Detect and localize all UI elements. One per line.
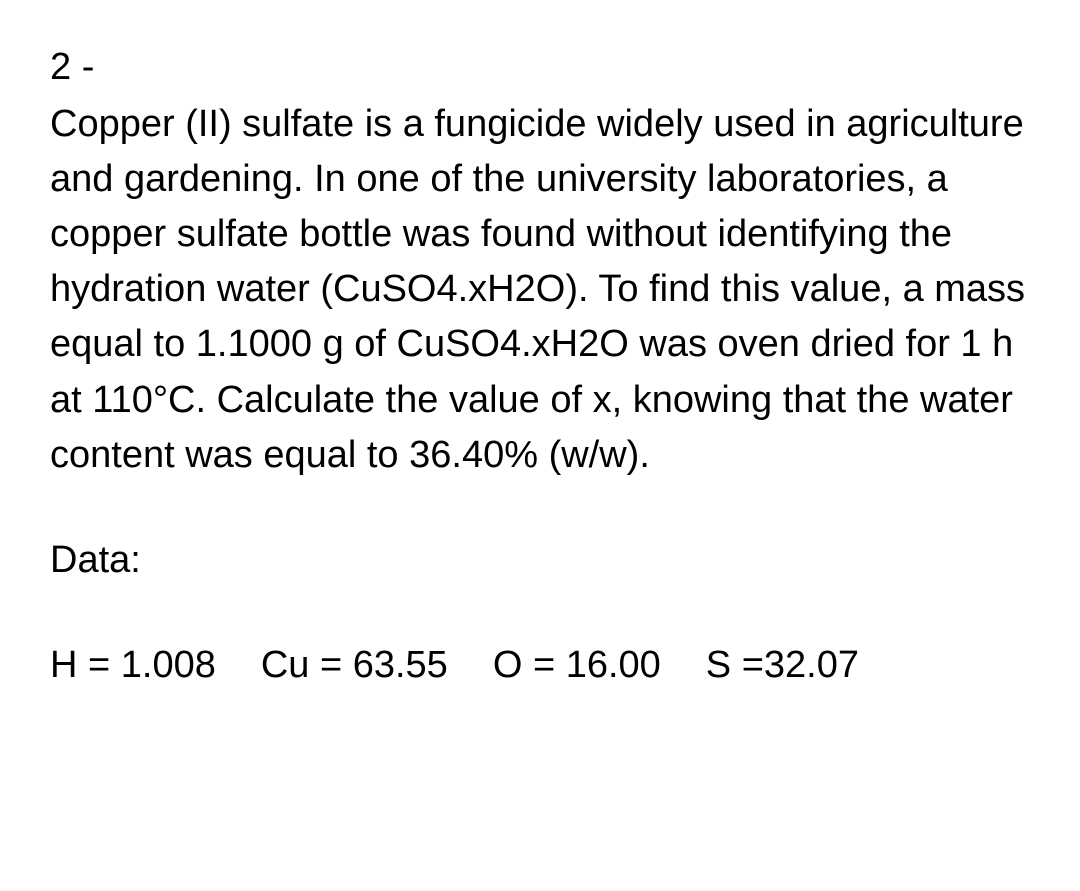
problem-text: Copper (II) sulfate is a fungicide widel…	[50, 97, 1030, 483]
data-value-s: S =32.07	[706, 638, 859, 693]
data-value-h: H = 1.008	[50, 638, 216, 693]
question-number: 2 -	[50, 40, 1030, 95]
data-label: Data:	[50, 533, 1030, 588]
data-value-o: O = 16.00	[493, 638, 661, 693]
data-value-cu: Cu = 63.55	[261, 638, 448, 693]
data-values-row: H = 1.008 Cu = 63.55 O = 16.00 S =32.07	[50, 638, 1030, 693]
document-content: 2 - Copper (II) sulfate is a fungicide w…	[50, 40, 1030, 693]
